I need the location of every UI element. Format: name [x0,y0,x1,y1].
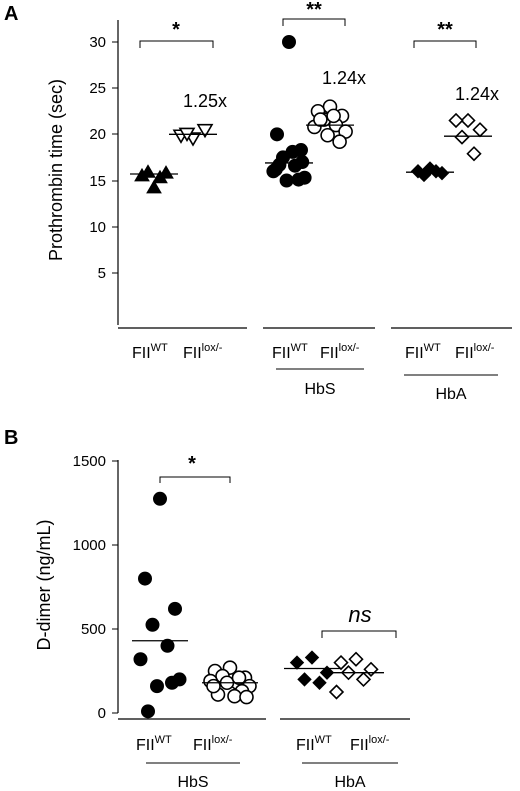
panel-b-tick-marks [112,460,118,714]
data-point [196,123,214,139]
x-label-fii-wt: FIIWT [296,734,332,754]
hba-group-label: HbA [435,386,466,403]
significance-bracket [159,476,231,483]
x-label-fii-lox: FIIlox/- [455,342,495,362]
data-point [150,679,164,694]
panel-a: A 30 25 20 15 10 5 Prothrombin time (sec… [4,0,512,403]
tick-label: 500 [81,621,106,638]
data-point [145,617,160,632]
data-point [133,652,148,667]
data-point [146,179,162,194]
data-point [289,655,305,670]
data-point [160,638,175,653]
data-point [313,112,328,127]
significance-bracket [413,40,477,48]
tick-label: 1500 [73,453,106,470]
panel-b-data-points [132,491,384,719]
data-point [282,35,296,49]
data-point [333,654,349,671]
x-label-fii-wt: FIIWT [132,342,168,362]
tick-label: 20 [89,126,106,143]
tick-label: 15 [89,173,106,190]
data-point [448,112,464,129]
fold-change-label: 1.24x [455,84,499,104]
data-point [285,144,300,159]
data-point [168,601,182,616]
significance-bracket [282,18,346,26]
data-point [472,122,488,138]
hbs-group-label: HbS [177,774,208,791]
tick-label: 5 [98,265,106,282]
data-point [279,173,294,188]
significance-ns: ns [348,602,371,627]
data-point [328,684,345,700]
data-point [227,688,242,704]
significance-star: * [172,19,180,41]
data-point [428,164,444,179]
tick-label: 10 [89,219,106,236]
x-label-fii-wt: FIIWT [272,342,308,362]
panel-b-y-label: D-dimer (ng/mL) [34,519,54,650]
data-point [153,491,167,506]
data-point [319,665,335,680]
panel-a-fold-changes: 1.25x 1.24x 1.24x [183,68,499,111]
significance-star: * [188,453,196,475]
x-label-fii-lox: FIIlox/- [183,342,223,362]
panel-b-x-labels: FIIWT FIIlox/- FIIWT FIIlox/- [136,734,390,754]
data-point [291,172,306,187]
data-point [270,127,284,142]
significance-bracket [139,40,214,48]
data-point [231,670,247,686]
panel-b-tick-labels: 1500 1000 500 0 [73,453,106,722]
tick-label: 25 [89,80,106,97]
significance-star: ** [437,19,453,41]
panel-a-data-points [130,35,492,194]
data-point [454,129,470,145]
data-point [268,162,283,177]
data-point [206,678,221,694]
panel-a-y-label: Prothrombin time (sec) [46,79,66,261]
panel-a-x-labels: FIIWT FIIlox/- FIIWT FIIlox/- FIIWT FIIl… [132,342,495,362]
data-point [326,108,341,124]
x-label-fii-lox: FIIlox/- [350,734,390,754]
x-label-fii-lox: FIIlox/- [320,342,360,362]
fold-change-label: 1.25x [183,91,227,111]
data-point [141,704,155,719]
panel-b-letter: B [4,427,18,449]
tick-label: 30 [89,34,106,51]
panel-b-significance: * ns [159,453,397,638]
hbs-group-label: HbS [304,381,335,398]
panel-b: B 1500 1000 500 0 D-dimer (ng/mL) FIIWT … [4,427,410,791]
data-point [165,675,179,690]
data-point [297,672,312,687]
x-label-fii-wt: FIIWT [405,342,441,362]
tick-label: 1000 [73,537,106,554]
data-point [152,169,168,184]
data-point [295,155,310,170]
fold-change-label: 1.24x [322,68,366,88]
data-point [460,112,476,129]
data-point [312,675,327,690]
panel-a-tick-marks [112,41,118,274]
data-point [320,127,335,143]
panel-a-tick-labels: 30 25 20 15 10 5 [89,34,106,282]
data-point [304,650,320,665]
data-point [355,671,372,688]
x-label-fii-lox: FIIlox/- [193,734,233,754]
panel-a-letter: A [4,3,18,25]
data-point [332,134,347,150]
x-label-fii-wt: FIIWT [136,734,172,754]
significance-star: ** [306,0,322,21]
data-point [138,571,152,586]
tick-label: 0 [98,705,106,722]
significance-bracket [321,630,397,638]
data-point [363,661,379,677]
panel-a-significance: * ** ** [139,0,477,48]
data-point [466,146,482,162]
data-point [348,651,364,667]
data-point [239,689,254,705]
hba-group-label: HbA [334,774,365,791]
